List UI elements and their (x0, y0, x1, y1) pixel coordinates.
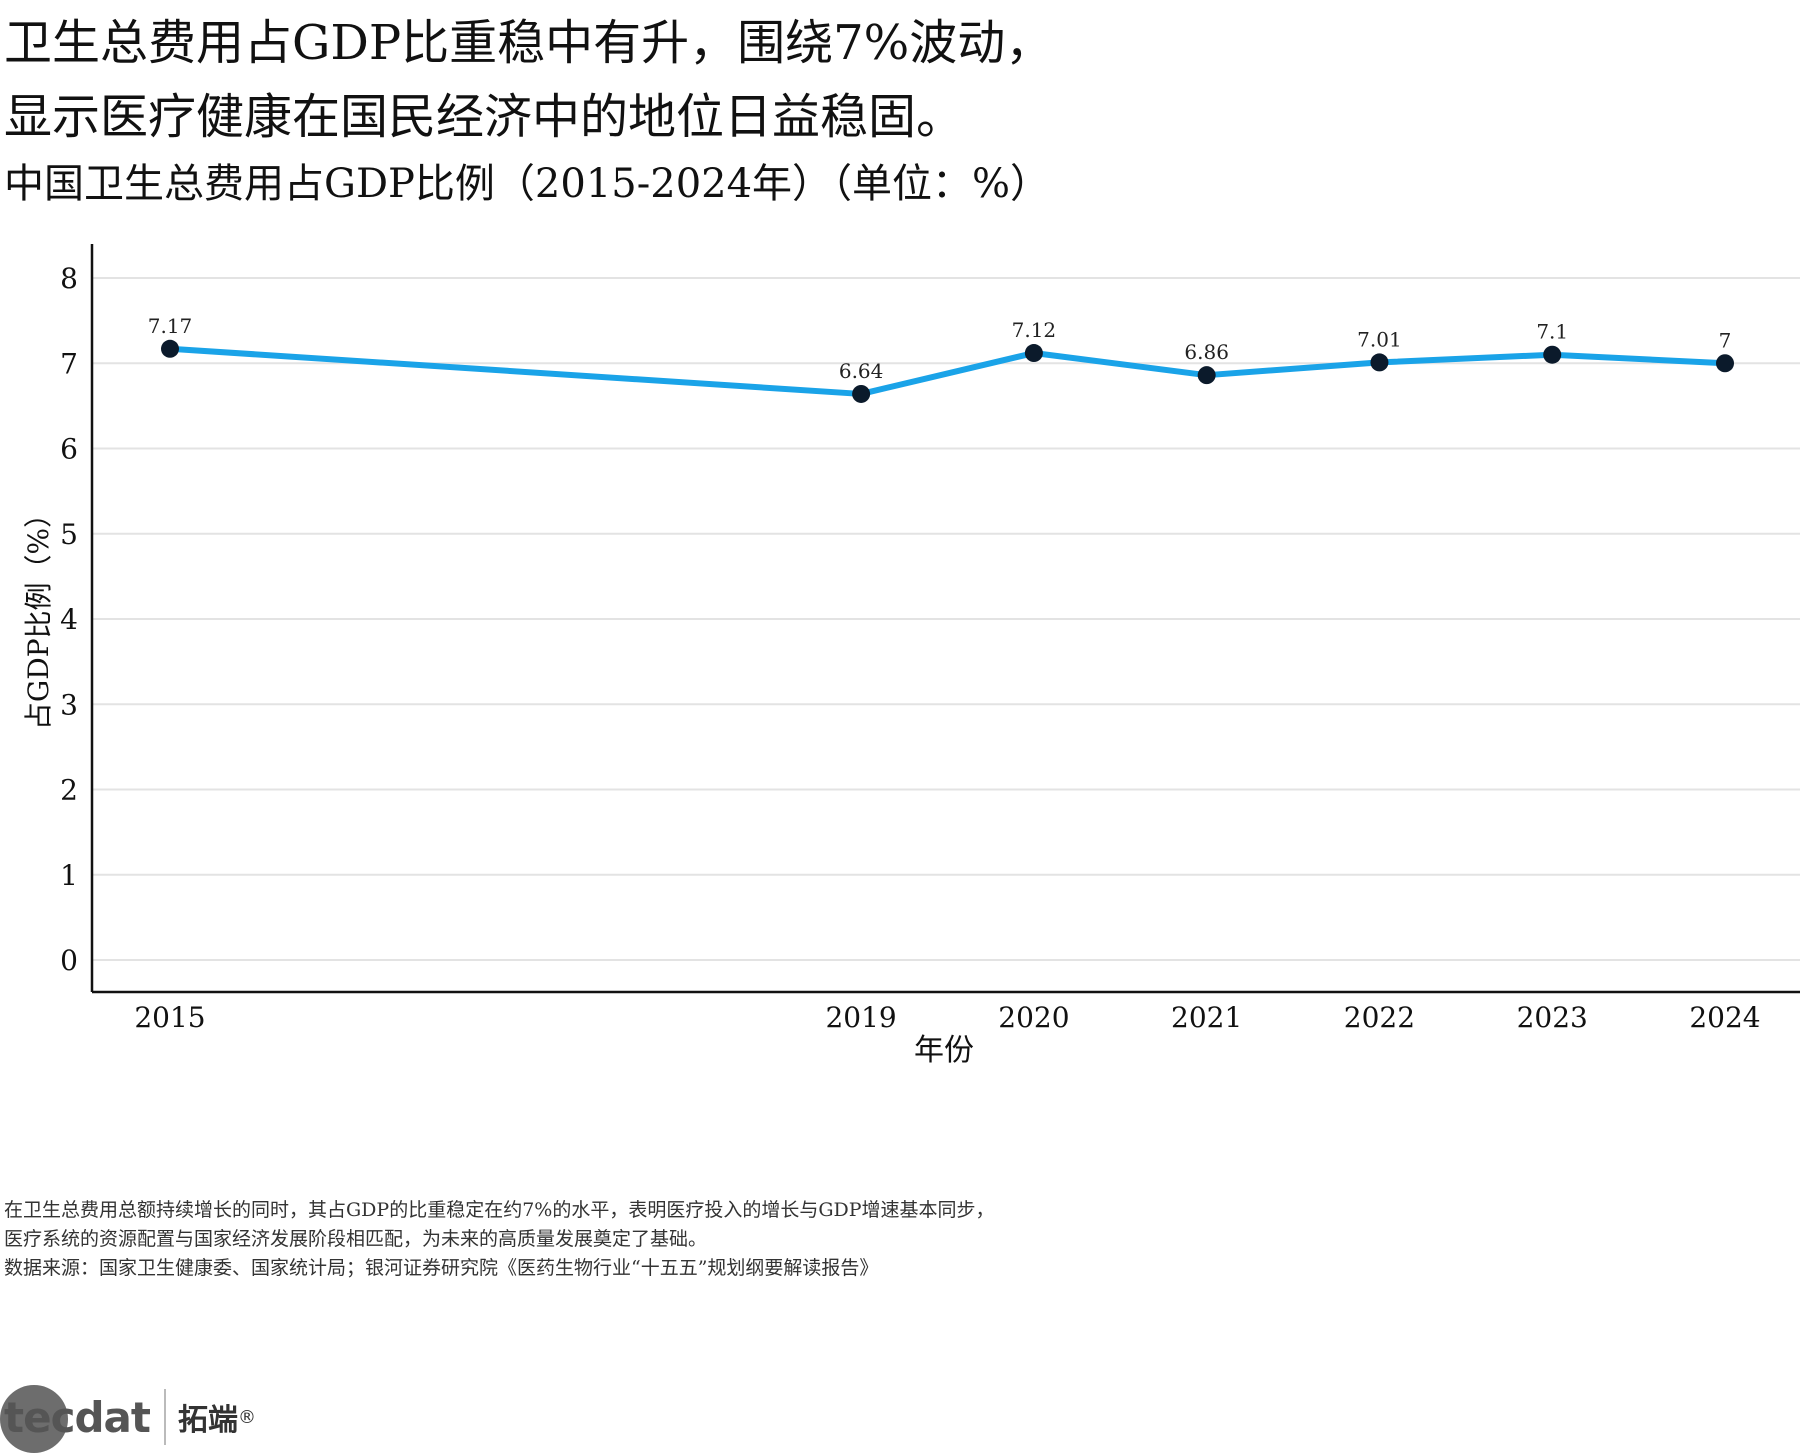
x-axis-label: 年份 (914, 1033, 974, 1068)
x-tick-label: 2023 (1517, 1001, 1588, 1034)
data-point-2019 (852, 384, 871, 403)
data-label-2022: 7.01 (1357, 327, 1402, 351)
series-polyline (167, 345, 1728, 397)
data-source: 数据来源：国家卫生健康委、国家统计局；银河证券研究院《医药生物行业“十五五”规划… (4, 1257, 879, 1279)
y-tick-label: 3 (60, 688, 78, 721)
x-tick-labels: 2015 2019 2020 2021 2022 2023 2024 (134, 1001, 1760, 1034)
tecdat-logo: tecdat (0, 1384, 151, 1453)
footnote-line-2: 医疗系统的资源配置与国家经济发展阶段相匹配，为未来的高质量发展奠定了基础。 (4, 1228, 708, 1250)
y-tick-label: 2 (60, 774, 78, 807)
y-tick-label: 5 (60, 518, 78, 551)
brand-divider (163, 1389, 166, 1445)
data-label-2023: 7.1 (1536, 320, 1568, 344)
data-points (161, 339, 1734, 403)
headline-line-2: 显示医疗健康在国民经济中的地位日益稳固。 (4, 89, 965, 145)
data-labels: 7.176.647.126.867.01 7.1 7 (148, 314, 1732, 383)
y-tick-label: 1 (60, 859, 78, 892)
data-label-2021: 6.86 (1184, 340, 1229, 364)
x-tick-label: 2019 (825, 1001, 896, 1034)
line-chart: 0 1 2 3 4 5 6 7 8 2015 2019 2020 2021 2022 2023 2024 7… (22, 244, 1800, 1068)
brand-name: 拓端 (177, 1403, 238, 1438)
footnote: 在卫生总费用总额持续增长的同时，其占GDP的比重稳定在约7%的水平，表明医疗投入… (4, 1196, 1204, 1283)
y-tick-labels: 0 1 2 3 4 5 6 7 8 (60, 262, 78, 977)
data-point-2020 (1024, 344, 1043, 363)
y-tick-label: 4 (60, 603, 78, 636)
data-point-2015 (161, 339, 179, 358)
chart-subtitle: 中国卫生总费用占GDP比例（2015-2024年）（单位：%） (4, 161, 1051, 207)
x-tick-label: 2021 (1171, 1001, 1242, 1034)
logo-text: tecdat (4, 1392, 151, 1442)
y-tick-label: 6 (60, 433, 78, 466)
brand-logo: tecdat 拓端 ® (0, 1382, 256, 1453)
axes (90, 244, 1800, 994)
data-label-2020: 7.12 (1012, 318, 1057, 342)
x-tick-label: 2024 (1689, 1001, 1760, 1034)
registered-mark: ® (237, 1406, 256, 1428)
x-tick-label: 2015 (134, 1001, 205, 1034)
data-point-2021 (1197, 366, 1216, 385)
y-axis-label: 占GDP比例（%） (22, 500, 55, 730)
headline-line-1: 卫生总费用占GDP比重稳中有升，围绕7%波动， (4, 15, 1054, 71)
data-label-2019: 6.64 (839, 359, 884, 383)
footnote-line-1: 在卫生总费用总额持续增长的同时，其占GDP的比重稳定在约7%的水平，表明医疗投入… (4, 1199, 995, 1221)
data-point-2023 (1543, 345, 1562, 364)
data-label-2015: 7.17 (148, 314, 193, 338)
y-tick-label: 8 (60, 262, 78, 295)
y-tick-label: 0 (60, 944, 78, 977)
headline: 卫生总费用占GDP比重稳中有升，围绕7%波动， 显示医疗健康在国民经济中的地位日… (4, 6, 1404, 154)
data-label-2024: 7 (1719, 328, 1732, 352)
data-point-2024 (1716, 354, 1734, 373)
data-point-2022 (1370, 353, 1389, 372)
logo-circle-icon (0, 1384, 68, 1453)
x-tick-label: 2022 (1344, 1001, 1415, 1034)
grid-lines (92, 277, 1800, 961)
series-line (167, 345, 1728, 397)
y-tick-label: 7 (60, 347, 78, 380)
x-tick-label: 2020 (998, 1001, 1069, 1034)
